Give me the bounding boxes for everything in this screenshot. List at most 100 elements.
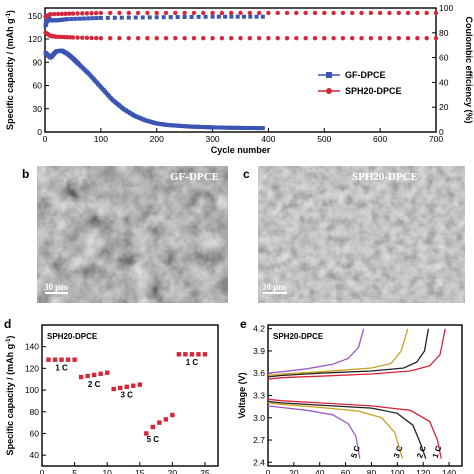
panel-a-point [294,36,299,41]
panel-d-ytick-label: 100 [25,385,39,395]
panel-d-point [131,383,136,388]
panel-a-point [173,10,178,16]
panel-a-point [105,15,110,20]
panel-a-point [246,125,251,130]
panel-e-curve-label: 3 C [392,444,405,459]
panel-a-point [48,12,53,17]
panel-a-y2tick-label: 40 [439,77,449,87]
panel-a-point [229,14,234,19]
panel-a-y2tick-label: 20 [439,102,449,112]
panel-e-curve-discharge [267,405,361,459]
panel-d-point [52,357,58,362]
panel-a-point [216,14,221,19]
panel-a-point [312,36,318,41]
panel-a-point [73,16,78,21]
panel-a-point [135,10,141,16]
panel-a-point [256,126,261,131]
panel-a-point [350,10,355,16]
panel-d-point [196,352,201,357]
panel-a-point [221,125,226,130]
panel-a-ytick-label: 150 [28,11,42,21]
panel-a-point [107,10,113,16]
panel-a-point [260,126,265,131]
panel-a-point [284,36,290,41]
panel-a-point [239,125,244,130]
panel-a-point [75,11,80,16]
panel-a-point [223,125,228,130]
panel-e-ytick-label: 2.4 [253,457,265,467]
panel-a-point [303,36,308,41]
panel-a-point [107,36,113,41]
panel-a-point [52,11,57,17]
panel-a-point [415,10,420,16]
panel-a-point [117,10,122,16]
panel-d-annotation: 5 C [147,435,160,444]
panel-a-point [63,11,68,16]
panel-e-xtick-label: 20 [289,468,299,474]
panel-a-cycling-chart: 0 100 200 300 400 500 600 700030609012015002040… [5,3,474,155]
panel-a-point [227,125,232,130]
panel-a-point [80,11,85,16]
panel-d-point [176,352,182,357]
panel-a-point [218,125,223,130]
panel-a-point [396,36,401,41]
panel-a-point [228,36,234,41]
panel-e-curve-label: 2 C [415,444,428,459]
panel-a-point [405,36,411,41]
panel-a-point [154,10,159,16]
panel-a-point [248,126,253,131]
panel-a-point [70,35,76,40]
panel-a-point [126,36,131,41]
panel-a-ytick-label: 120 [28,34,42,44]
panel-d-point [85,373,90,379]
panel-a-point [248,14,253,19]
panel-a-point [433,36,439,41]
panel-a-point [244,125,249,130]
panel-a-point [331,36,336,41]
panel-a-xtick-label: 200 [150,134,164,144]
panel-d-ytick-label: 140 [25,342,39,352]
panel-a-point [238,36,243,41]
panel-a-point [237,125,242,130]
panel-a-point [119,15,124,20]
panel-a-point [140,15,145,20]
panel-a-xtick-label: 0 [43,134,48,144]
panel-a-point [173,36,178,41]
panel-e-ytick-label: 2.7 [253,435,265,445]
panel-a-point [212,125,217,130]
panel-a-point [377,36,383,41]
panel-e-curve-charge [267,328,430,378]
panel-a-point [89,10,94,16]
panel-a-point [98,10,104,16]
panel-a-point [216,125,221,130]
panel-d-ytick-label: 80 [30,407,40,417]
panel-e-xtick-label: 40 [315,468,325,474]
panel-a-point [396,10,401,16]
panel-a-y2tick-label: 100 [439,3,453,13]
panel-a-point [191,36,197,41]
sem-b-scale-label: 30 μm [44,282,68,292]
panel-a-point [82,16,87,21]
panel-a-point [86,16,91,21]
panel-a-point [331,10,336,16]
panel-d-xtick-label: 5 [72,468,77,474]
panel-a-point [231,125,236,130]
panel-a-legend-label: GF-DPCE [345,70,386,80]
panel-a-point [201,36,206,41]
panel-e-ytick-label: 3.0 [253,413,265,423]
panel-d-point [163,417,169,422]
sem-b-label: GF-DPCE [170,171,219,183]
panel-a-point [182,14,187,19]
panel-a-point [163,10,169,16]
panel-d-xtick-label: 15 [135,468,145,474]
panel-a-point [65,17,70,22]
panel-d-annotation: 2 C [88,380,101,389]
panel-d-annotation: 3 C [121,391,134,400]
panel-a-point [340,10,346,16]
panel-a-point [89,35,94,41]
panel-a-point [258,126,263,131]
panel-a-point [70,11,76,16]
panel-d-point [124,384,129,390]
panel-a-point [98,15,103,20]
